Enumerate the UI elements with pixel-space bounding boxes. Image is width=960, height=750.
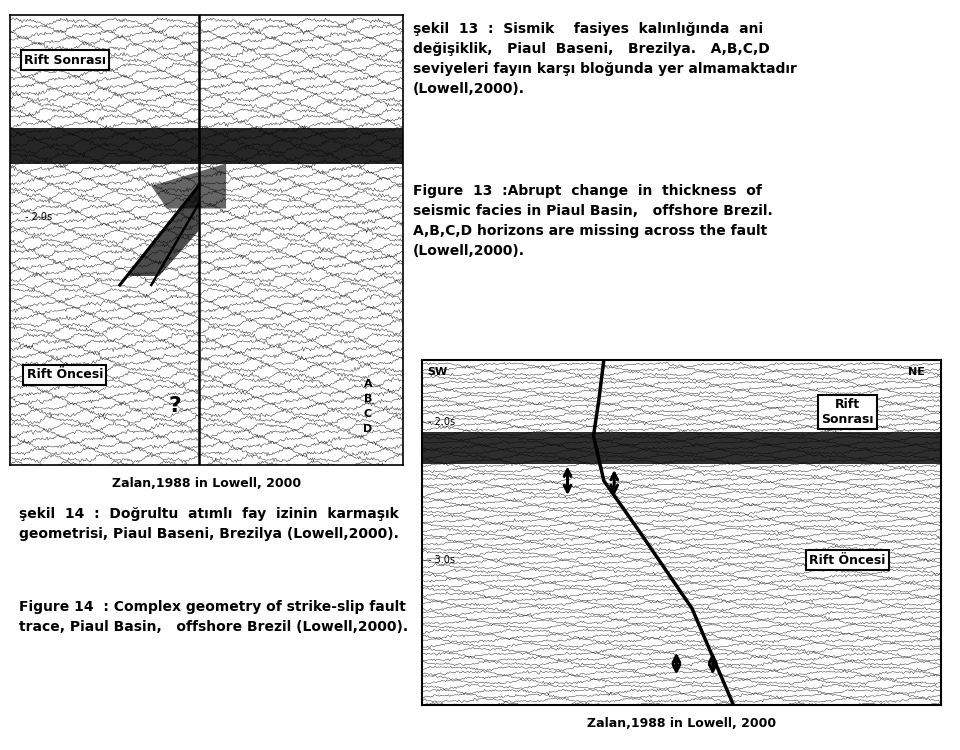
- Text: Rift
Sonrası: Rift Sonrası: [821, 398, 874, 426]
- Text: - 2.0s: - 2.0s: [427, 417, 455, 427]
- Text: Zalan,1988 in Lowell, 2000: Zalan,1988 in Lowell, 2000: [111, 477, 301, 490]
- Bar: [10, 128, 403, 164]
- Polygon shape: [128, 186, 199, 276]
- Text: Figure  13  :Abrupt  change  in  thickness  of
seismic facies in Piaul Basin,   : Figure 13 :Abrupt change in thickness of…: [413, 184, 773, 258]
- Text: SW: SW: [427, 367, 447, 377]
- Text: Zalan,1988 in Lowell, 2000: Zalan,1988 in Lowell, 2000: [587, 717, 777, 730]
- Text: - 2.0s: - 2.0s: [25, 212, 53, 223]
- Polygon shape: [152, 164, 227, 209]
- Text: Rift Öncesi: Rift Öncesi: [27, 368, 103, 382]
- Text: NE: NE: [908, 367, 925, 377]
- Text: Figure 14  : Complex geometry of strike-slip fault
trace, Piaul Basin,   offshor: Figure 14 : Complex geometry of strike-s…: [19, 600, 408, 634]
- Text: Rift Sonrası: Rift Sonrası: [24, 53, 106, 67]
- Text: - 3.0s: - 3.0s: [427, 555, 455, 565]
- Text: Rift Öncesi: Rift Öncesi: [809, 554, 886, 566]
- Text: şekil  13  :  Sismik    fasiyes  kalınlığında  ani
değişiklik,   Piaul  Baseni, : şekil 13 : Sismik fasiyes kalınlığında a…: [413, 22, 797, 96]
- Text: ?: ?: [168, 397, 181, 416]
- Text: şekil  14  :  Doğrultu  atımlı  fay  izinin  karmaşık
geometrisi, Piaul Baseni, : şekil 14 : Doğrultu atımlı fay izinin ka…: [19, 506, 399, 541]
- Bar: [422, 433, 941, 464]
- Text: A
B
C
D: A B C D: [363, 380, 372, 433]
